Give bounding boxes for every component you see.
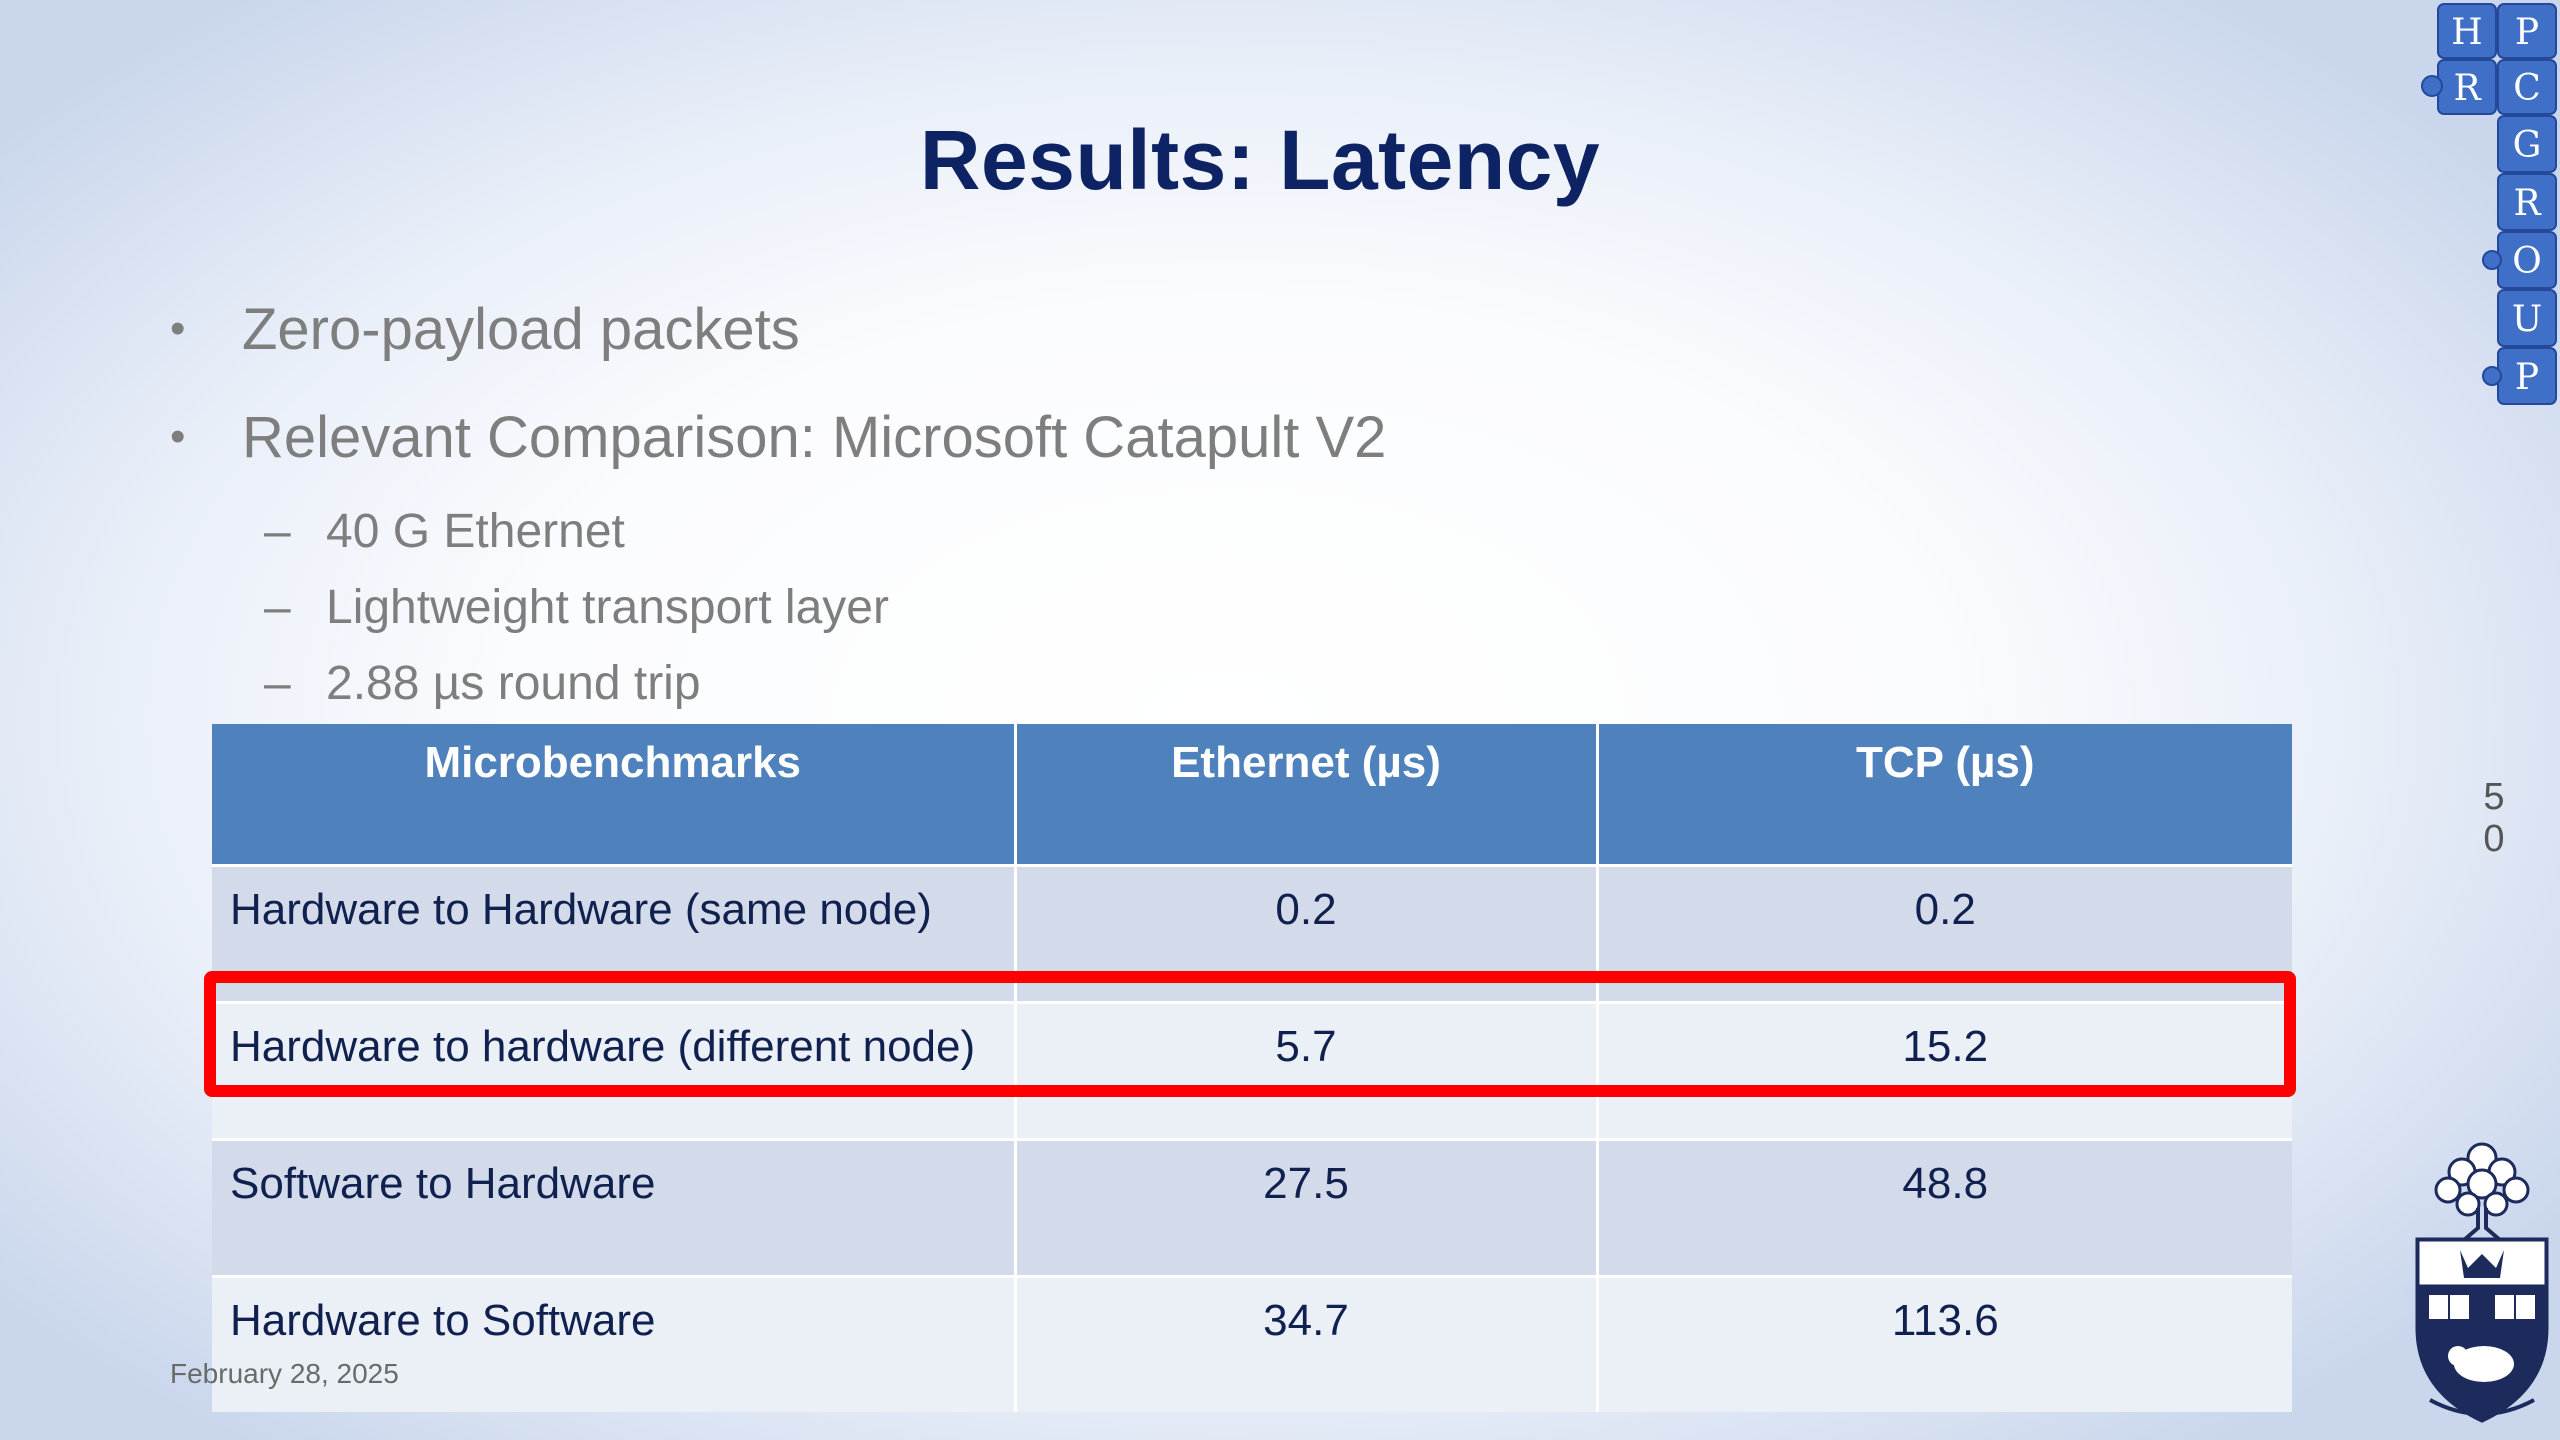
sub-bullet-marker: – (264, 657, 291, 710)
highlight-box (204, 971, 2296, 1097)
sub-bullet-item: – Lightweight transport layer (264, 580, 889, 635)
table-row-highlighted: Hardware to hardware (different node) 5.… (212, 1001, 2292, 1140)
hprc-group-puzzle-logo-icon: H P R C G R O U P (2421, 3, 2557, 405)
header-ethernet: Ethernet (µs) (1015, 724, 1599, 866)
sub-bullet-marker: – (264, 581, 291, 634)
slide-title: Results: Latency (919, 113, 1601, 207)
ethernet-value: 34.7 (1015, 1275, 1599, 1412)
page-number-digit: 5 (2483, 776, 2505, 818)
ethernet-value: 27.5 (1015, 1138, 1599, 1277)
sub-bullet-text: 2.88 µs round trip (326, 657, 701, 710)
table-header-row: Microbenchmarks Ethernet (µs) TCP (µs) (212, 724, 2292, 866)
row-label: Software to Hardware (212, 1138, 1017, 1277)
page-number: 5 0 (2476, 776, 2512, 860)
table-row: Hardware to Software 34.7 113.6 (212, 1275, 2292, 1412)
logo-letter: G (2513, 125, 2542, 166)
bullet-marker: • (170, 304, 186, 353)
logo-letter: H (2451, 12, 2482, 53)
sub-bullet-text: Lightweight transport layer (326, 581, 889, 634)
logo-letter: O (2512, 241, 2542, 282)
sub-bullet-item: –40 G Ethernet (264, 504, 625, 559)
bullet-text: Zero-payload packets (242, 297, 800, 362)
tcp-value: 113.6 (1597, 1275, 2292, 1412)
header-tcp: TCP (µs) (1597, 724, 2292, 866)
tcp-value: 48.8 (1597, 1138, 2292, 1277)
logo-letter: P (2515, 357, 2539, 398)
sub-bullet-marker: – (264, 505, 291, 558)
logo-letter: U (2512, 299, 2542, 340)
logo-letter: P (2515, 12, 2539, 53)
bullet-item: • Zero-payload packets (170, 296, 800, 363)
ethernet-value: 5.7 (1015, 1001, 1599, 1140)
logo-letter: R (2453, 68, 2481, 109)
logo-letter: C (2513, 68, 2541, 109)
page-number-digit: 0 (2483, 818, 2505, 860)
sub-bullet-item: –2.88 µs round trip (264, 656, 701, 711)
bullet-text: Relevant Comparison: Microsoft Catapult … (242, 405, 1387, 470)
row-label: Hardware to Software (212, 1275, 1017, 1412)
bullet-marker: • (170, 412, 186, 461)
sub-bullet-text: 40 G Ethernet (326, 505, 625, 558)
university-crest-icon (2415, 1142, 2549, 1423)
tcp-value: 15.2 (1597, 1001, 2292, 1140)
header-microbenchmarks: Microbenchmarks (212, 724, 1017, 866)
logo-letter: R (2513, 183, 2541, 224)
row-label: Hardware to hardware (different node) (212, 1001, 1017, 1140)
table-row: Software to Hardware 27.5 48.8 (212, 1138, 2292, 1277)
footer-date: February 28, 2025 (170, 1358, 399, 1389)
bullet-item: • Relevant Comparison: Microsoft Catapult… (170, 404, 1386, 471)
